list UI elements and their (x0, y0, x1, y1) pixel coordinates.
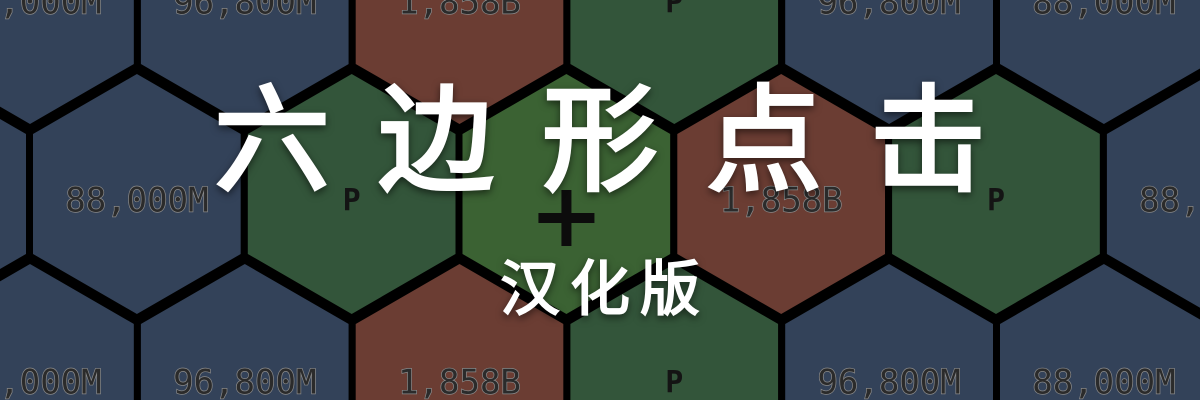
hex-tile-value: 88,000M (1032, 363, 1175, 400)
plus-icon[interactable] (538, 190, 595, 246)
hex-tile-value: 88,000M (1032, 0, 1175, 23)
hex-tile-value: 1,858B (398, 0, 521, 23)
hex-tile-shape[interactable] (1099, 70, 1200, 318)
hex-tile-value: 88,000M (65, 181, 208, 221)
hex-tile-value: 96,800M (817, 363, 960, 400)
hex-tile-value: 96,800M (817, 0, 960, 23)
hex-tile-value: 88,000M (0, 0, 102, 23)
hex-tile[interactable]: 88,000M (1099, 70, 1200, 318)
hex-tile-value: 96,800M (173, 363, 316, 400)
hex-tile-value: 1,858B (398, 363, 521, 400)
game-subtitle: 汉化版 (500, 255, 710, 325)
hex-tile-value: 96,800M (173, 0, 316, 23)
hex-tile-value: P (987, 184, 1005, 219)
hex-tile[interactable]: 96,800M (778, 256, 1000, 400)
hex-tile-value: P (665, 0, 683, 21)
hex-tile-value: 88,000M (0, 363, 102, 400)
hex-tile-shape[interactable] (993, 256, 1200, 400)
hex-tile-value: P (343, 184, 361, 219)
hex-tile-value: 1,858B (720, 181, 843, 221)
game-title: 六边形点击 (214, 74, 1034, 209)
hex-tile[interactable]: 88,000M (0, 0, 141, 132)
hex-tile-value: P (665, 366, 683, 400)
hex-tile[interactable]: 88,000M (993, 256, 1200, 400)
hex-tile-value: 88,000M (1139, 181, 1200, 221)
